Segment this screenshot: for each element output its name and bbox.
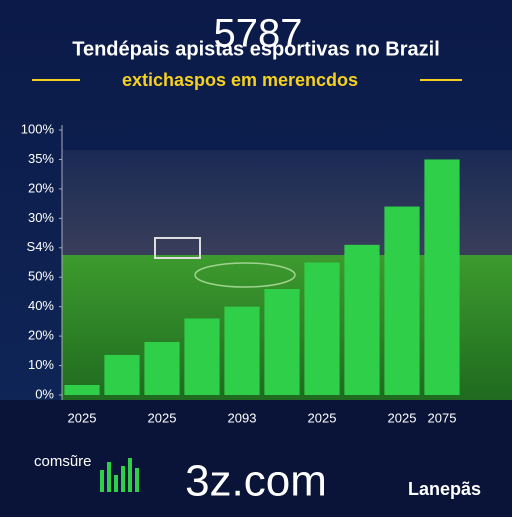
y-tick-label: 35% [28,151,54,166]
y-tick-label: 50% [28,269,54,284]
chart-title: Tendépais apistas esportivas no Brazil [72,38,440,60]
goal [154,237,201,259]
bar [64,384,100,395]
bar [304,262,340,395]
logo-bars [100,458,139,492]
bar [424,159,460,395]
y-tick-label: 20% [28,328,54,343]
y-tick-label: 100% [21,121,55,136]
y-tick-label: 20% [28,180,54,195]
bar [384,206,420,395]
x-tick-label: 2025 [308,410,337,425]
right-logo: Lanepãs [408,479,481,499]
x-tick-label: 2093 [228,410,257,425]
y-tick-label: 30% [28,210,54,225]
bar [344,244,380,395]
bar [104,354,140,395]
left-logo: comsũre [34,453,92,470]
chart-subtitle: extichaspos em merencdos [122,70,358,90]
y-tick-label: 40% [28,298,54,313]
bar [144,342,180,395]
x-tick-label: 2075 [428,410,457,425]
bar [184,318,220,395]
bar [264,289,300,395]
x-tick-label: 2025 [68,410,97,425]
x-tick-label: 2025 [148,410,177,425]
footer-band [0,400,512,512]
bar [224,306,260,395]
y-tick-label: 0% [35,386,54,401]
y-tick-label: 10% [28,357,54,372]
y-tick-label: S4% [27,239,55,254]
overlay-number: 5787 [214,12,303,56]
x-tick-label: 2025 [388,410,417,425]
overlay-site: 3z.com [185,457,327,506]
field-circle [194,262,296,288]
